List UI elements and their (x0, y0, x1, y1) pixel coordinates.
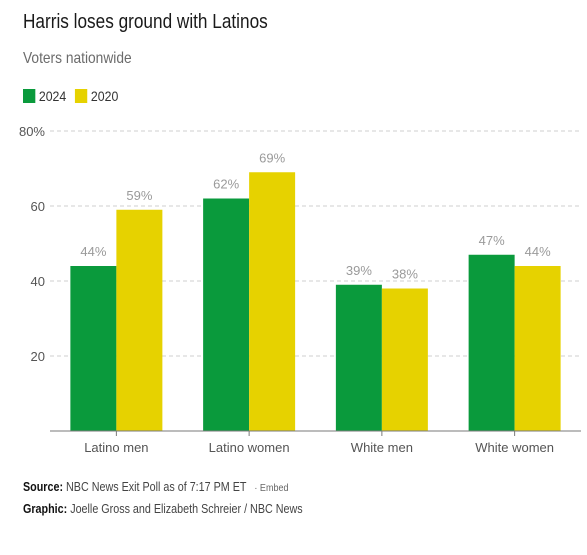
chart-legend: 2024 2020 (23, 88, 127, 104)
bar-value-label: 44% (80, 244, 106, 259)
chart-subtitle: Voters nationwide (23, 50, 132, 67)
legend-item-2024: 2024 (23, 88, 66, 104)
bar-value-label: 38% (392, 267, 418, 282)
bar-value-label: 39% (346, 263, 372, 278)
bar (514, 266, 561, 431)
bar-value-label: 47% (479, 233, 505, 248)
x-tick-label: Latino women (209, 440, 290, 455)
x-tick-label: White women (475, 440, 554, 455)
bar-value-label: 62% (213, 177, 239, 192)
bar-value-label: 69% (259, 150, 285, 165)
legend-label-2020: 2020 (90, 88, 119, 104)
bar (381, 288, 428, 431)
source-label: Source: (23, 480, 64, 494)
chart-title: Harris loses ground with Latinos (23, 11, 268, 33)
embed-link[interactable]: · Embed (254, 482, 289, 494)
legend-label-2024: 2024 (38, 88, 67, 104)
y-tick-label: 20 (31, 349, 45, 364)
source-text: NBC News Exit Poll as of 7:17 PM ET (66, 480, 247, 494)
y-tick-label: 60 (31, 199, 45, 214)
legend-swatch-2024 (23, 89, 36, 103)
bar (249, 172, 296, 431)
bar-chart: 20 40 60 80% 44% 59% Latino men 62% 69% Latino wo… (19, 124, 581, 455)
y-tick-label: 40 (31, 274, 45, 289)
graphic-label: Graphic: (23, 502, 68, 516)
bar (335, 284, 382, 431)
bar (468, 254, 515, 431)
bar (203, 198, 250, 431)
bar-value-label: 59% (126, 188, 152, 203)
graphic-credit-line: Graphic: Joelle Gross and Elizabeth Schr… (23, 502, 303, 516)
source-line: Source: NBC News Exit Poll as of 7:17 PM… (23, 480, 289, 494)
legend-item-2020: 2020 (75, 88, 118, 104)
bar (116, 209, 163, 431)
bar-value-label: 44% (525, 244, 551, 259)
x-tick-label: Latino men (84, 440, 148, 455)
y-tick-label: 80% (19, 124, 45, 139)
x-tick-label: White men (351, 440, 413, 455)
bar (70, 266, 117, 431)
graphic-credit-text: Joelle Gross and Elizabeth Schreier / NB… (70, 502, 303, 516)
legend-swatch-2020 (75, 89, 88, 103)
